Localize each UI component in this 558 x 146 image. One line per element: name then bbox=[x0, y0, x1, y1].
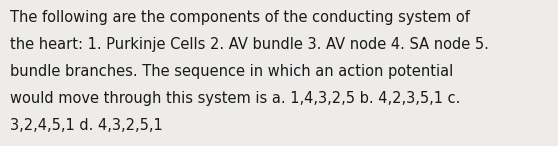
Text: The following are the components of the conducting system of: The following are the components of the … bbox=[10, 10, 470, 25]
Text: bundle branches. The sequence in which an action potential: bundle branches. The sequence in which a… bbox=[10, 64, 453, 79]
Text: the heart: 1. Purkinje Cells 2. AV bundle 3. AV node 4. SA node 5.: the heart: 1. Purkinje Cells 2. AV bundl… bbox=[10, 37, 489, 52]
Text: would move through this system is a. 1,4,3,2,5 b. 4,2,3,5,1 c.: would move through this system is a. 1,4… bbox=[10, 91, 460, 106]
Text: 3,2,4,5,1 d. 4,3,2,5,1: 3,2,4,5,1 d. 4,3,2,5,1 bbox=[10, 118, 163, 133]
